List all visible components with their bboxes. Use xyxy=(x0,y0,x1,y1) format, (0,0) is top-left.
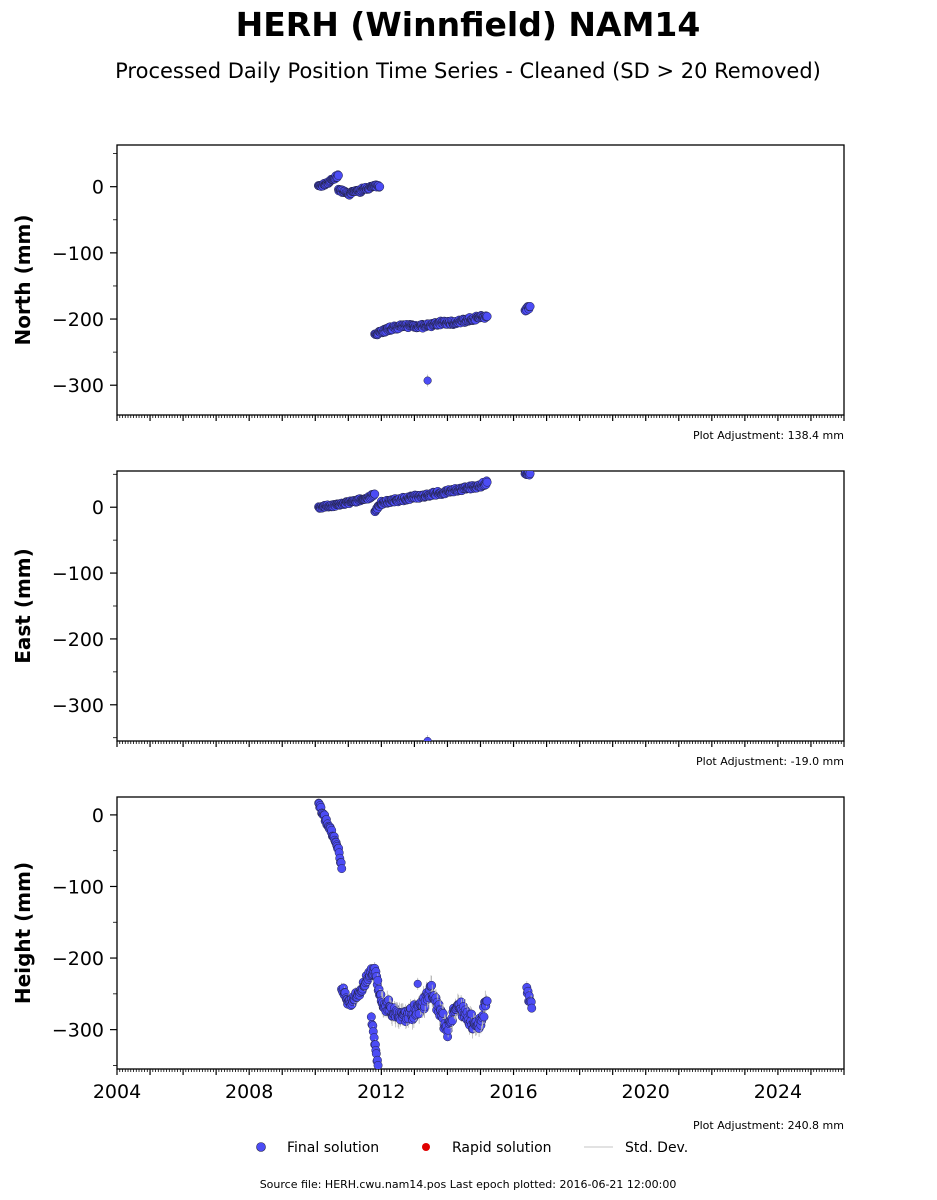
data-points xyxy=(314,471,535,741)
final-solution-point xyxy=(525,302,535,311)
final-solution-point xyxy=(438,1009,448,1018)
data-points xyxy=(314,798,537,1069)
x-tick-label: 2004 xyxy=(93,1081,141,1103)
y-tick-label: 0 xyxy=(92,805,104,827)
y-axis-label: Height (mm) xyxy=(11,862,35,1004)
plot-adjustment-note: Plot Adjustment: 138.4 mm xyxy=(693,429,844,442)
legend: Final solution Rapid solution Std. Dev. xyxy=(256,1140,688,1156)
y-tick-label: −200 xyxy=(52,629,104,651)
x-tick-label: 2016 xyxy=(489,1081,537,1103)
x-tick-label: 2008 xyxy=(225,1081,273,1103)
y-axis-label: North (mm) xyxy=(11,214,35,345)
final-solution-point xyxy=(373,1060,383,1069)
outlier-point xyxy=(413,979,422,988)
final-solution-point xyxy=(525,471,535,479)
panel-3: 2004 2008 2012 2016 2020 2024 0 −100 −200 −300 Hei… xyxy=(11,796,845,1132)
legend-rapid-label: Rapid solution xyxy=(452,1140,552,1156)
y-axis-label: East (mm) xyxy=(11,548,35,664)
y-tick-label: 0 xyxy=(92,177,104,199)
y-tick-label: −200 xyxy=(52,948,104,970)
final-solution-point xyxy=(337,864,347,874)
y-tick-label: −100 xyxy=(52,563,104,585)
panel-1: 0 −100 −200 −300 North (mm) Plot Adjustment: … xyxy=(11,144,845,442)
final-solution-point xyxy=(479,1012,489,1022)
chart-subtitle: Processed Daily Position Time Series - C… xyxy=(115,59,821,83)
panels-group: 0 −100 −200 −300 North (mm) Plot Adjustment: … xyxy=(11,144,845,1132)
final-solution-point xyxy=(482,996,492,1006)
final-solution-point xyxy=(427,980,437,990)
x-tick-label: 2012 xyxy=(357,1081,405,1103)
legend-rapid-marker xyxy=(422,1143,430,1151)
legend-final-marker xyxy=(256,1142,266,1152)
x-tick-label: 2024 xyxy=(754,1081,802,1103)
y-tick-label: −100 xyxy=(52,876,104,898)
chart-title: HERH (Winnfield) NAM14 xyxy=(236,5,701,44)
final-solution-point xyxy=(373,976,383,985)
data-points xyxy=(313,170,535,387)
x-tick-label: 2020 xyxy=(622,1081,670,1103)
panel-2: 0 −100 −200 −300 East (mm) Plot Adjustment: -… xyxy=(11,470,845,768)
source-footer: Source file: HERH.cwu.nam14.pos Last epo… xyxy=(260,1178,677,1191)
panel-frame xyxy=(116,470,845,742)
outlier-point xyxy=(423,376,432,385)
final-solution-point xyxy=(527,1003,537,1013)
y-tick-label: −300 xyxy=(52,375,104,397)
legend-std-label: Std. Dev. xyxy=(625,1140,688,1156)
y-tick-label: −300 xyxy=(52,695,104,717)
plot-adjustment-note: Plot Adjustment: 240.8 mm xyxy=(693,1119,844,1132)
plot-adjustment-note: Plot Adjustment: -19.0 mm xyxy=(696,755,844,768)
legend-final-label: Final solution xyxy=(287,1140,379,1156)
final-solution-point xyxy=(370,489,380,499)
final-solution-point xyxy=(333,170,343,180)
y-tick-label: −300 xyxy=(52,1020,104,1042)
outlier-point xyxy=(423,736,432,741)
panel-frame xyxy=(116,144,845,416)
y-tick-label: −200 xyxy=(52,309,104,331)
final-solution-point xyxy=(375,182,385,192)
y-tick-label: −100 xyxy=(52,243,104,265)
final-solution-point xyxy=(482,477,492,487)
final-solution-point xyxy=(482,311,492,321)
y-tick-label: 0 xyxy=(92,497,104,519)
final-solution-point xyxy=(366,1012,376,1022)
